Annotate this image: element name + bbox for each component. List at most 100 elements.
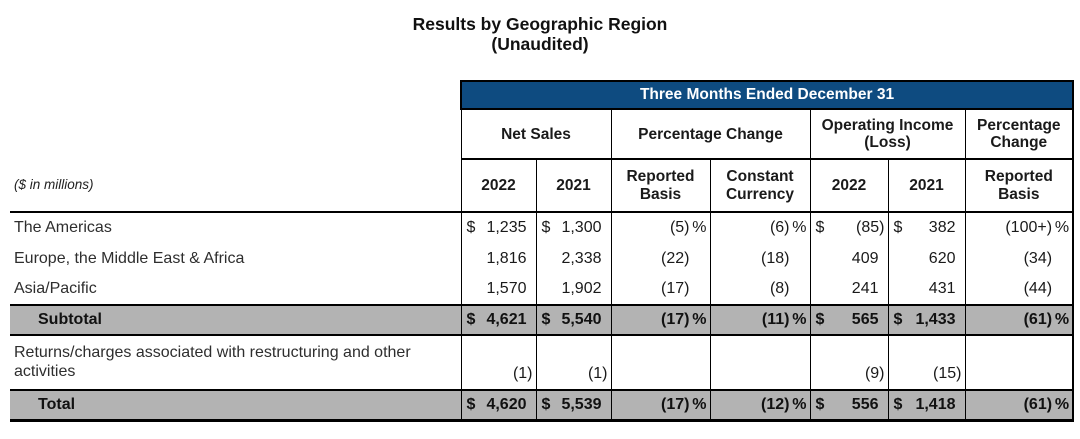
group-operating-income: Operating Income (Loss) (809, 109, 965, 161)
cell-reported-basis: (17) (610, 274, 710, 306)
column-header-row: ($ in millions) 2022 2021 Reported Basis… (10, 159, 1075, 214)
cell-value: 409 (851, 249, 879, 267)
col-op-income-2021: 2021 (887, 159, 965, 214)
cell-constant-currency: (11)% (709, 304, 810, 337)
cell-constant-currency: (18) (709, 243, 810, 275)
page-title: Results by Geographic Region (Unaudited) (0, 0, 1080, 54)
results-by-region-table: Three Months Ended December 31 Net Sales… (10, 80, 1075, 422)
cell-net-sales-2021: 1,902 (535, 274, 611, 306)
percent-sign: % (792, 219, 807, 237)
cell-op-income-2022: 409 (809, 243, 888, 275)
cell-op-income-2021: 620 (887, 243, 965, 275)
cell-reported-basis: (17)% (610, 304, 710, 337)
cell-value: 5,540 (561, 311, 602, 329)
cell-value: (34) (1023, 249, 1053, 267)
row-asia-pacific: Asia/Pacific 1,570 1,902 (17) (8) 241 43… (10, 274, 1075, 306)
currency-symbol: $ (893, 311, 903, 329)
cell-value: 241 (851, 280, 879, 298)
cell-value: (17) (661, 280, 690, 298)
percent-sign: % (1054, 219, 1070, 237)
cell-constant-currency: (8) (709, 274, 810, 306)
cell-net-sales-2022: $1,235 (460, 212, 536, 244)
cell-value: 565 (851, 311, 879, 329)
cell-value: 382 (928, 219, 956, 237)
percent-sign: % (1054, 311, 1070, 329)
group-net-sales: Net Sales (460, 109, 611, 161)
cell-constant-currency: (6)% (709, 212, 810, 244)
cell-reported-basis: (22) (610, 243, 710, 275)
cell-value: 556 (851, 396, 879, 413)
cell-net-sales-2021: $1,300 (535, 212, 611, 244)
percent-sign: % (692, 219, 707, 237)
percent-sign: % (792, 311, 807, 329)
banner-spacer (10, 81, 461, 109)
cell-value: 2,338 (561, 249, 602, 267)
currency-symbol: $ (466, 396, 476, 413)
cell-reported-basis: (17)% (610, 389, 710, 422)
period-banner: Three Months Ended December 31 (459, 80, 1075, 111)
col-net-sales-2021: 2021 (535, 159, 611, 214)
cell-pct-change: (61)% (964, 304, 1075, 337)
cell-value: (18) (761, 249, 790, 267)
cell-op-income-2021: (15) (887, 335, 965, 391)
cell-value: 1,418 (915, 396, 956, 413)
group-header-row: Net Sales Percentage Change Operating In… (10, 109, 1075, 161)
cell-value: (15) (933, 365, 962, 383)
currency-symbol: $ (466, 311, 476, 329)
group-percentage-change-2: Percentage Change (964, 109, 1075, 161)
cell-value: 620 (928, 249, 956, 267)
cell-value: (8) (769, 280, 790, 298)
currency-symbol: $ (815, 396, 825, 413)
cell-value: (9) (864, 365, 885, 383)
cell-value: 1,433 (915, 311, 956, 329)
cell-value: (44) (1023, 280, 1053, 298)
cell-value: (22) (661, 249, 690, 267)
cell-op-income-2021: $1,418 (887, 389, 965, 422)
col-net-sales-2022: 2022 (460, 159, 536, 214)
cell-net-sales-2022: 1,570 (460, 274, 536, 306)
group-spacer (10, 109, 461, 159)
banner-row: Three Months Ended December 31 (10, 80, 1075, 111)
cell-constant-currency: (12)% (709, 389, 810, 422)
row-label: Asia/Pacific (14, 280, 97, 298)
cell-pct-change: (61)% (964, 389, 1075, 422)
cell-reported-basis: (5)% (610, 212, 710, 244)
cell-value: (17) (661, 396, 690, 413)
row-the-americas: The Americas $1,235 $1,300 (5)% (6)% $ (8… (10, 212, 1075, 244)
row-label: Returns/charges associated with restruct… (14, 344, 411, 380)
cell-pct-change (964, 335, 1075, 391)
cell-net-sales-2022: (1) (460, 335, 536, 391)
cell-value: (61) (1023, 396, 1053, 413)
currency-symbol: $ (541, 311, 551, 329)
row-returns-charges: Returns/charges associated with restruct… (10, 335, 1075, 391)
cell-value: (1) (587, 365, 608, 383)
cell-value: 1,300 (561, 219, 602, 237)
row-label: Subtotal (10, 304, 461, 337)
row-label: Europe, the Middle East & Africa (14, 249, 245, 267)
cell-net-sales-2022: $4,620 (460, 389, 536, 422)
cell-op-income-2022: $556 (809, 389, 888, 422)
currency-symbol: $ (815, 219, 825, 237)
cell-net-sales-2022: 1,816 (460, 243, 536, 275)
cell-pct-change: (44) (964, 274, 1075, 306)
row-label: Total (10, 389, 461, 422)
cell-net-sales-2021: (1) (535, 335, 611, 391)
cell-value: (100+) (1005, 219, 1053, 237)
cell-op-income-2021: $1,433 (887, 304, 965, 337)
currency-symbol: $ (815, 311, 825, 329)
percent-sign: % (1054, 396, 1070, 413)
cell-value: (5) (669, 219, 690, 237)
col-op-income-2022: 2022 (809, 159, 888, 214)
cell-op-income-2022: $565 (809, 304, 888, 337)
col-reported-basis: Reported Basis (610, 159, 710, 214)
cell-value: (17) (661, 311, 690, 329)
col-constant-currency: Constant Currency (709, 159, 810, 214)
units-note: ($ in millions) (14, 177, 94, 193)
cell-net-sales-2022: $4,621 (460, 304, 536, 337)
cell-value: 1,235 (486, 219, 527, 237)
row-total: Total $4,620 $5,539 (17)% (12)% $556 $1,… (10, 389, 1075, 422)
cell-value: (11) (761, 311, 790, 329)
cell-value: 1,902 (561, 280, 602, 298)
cell-value: 5,539 (561, 396, 602, 413)
